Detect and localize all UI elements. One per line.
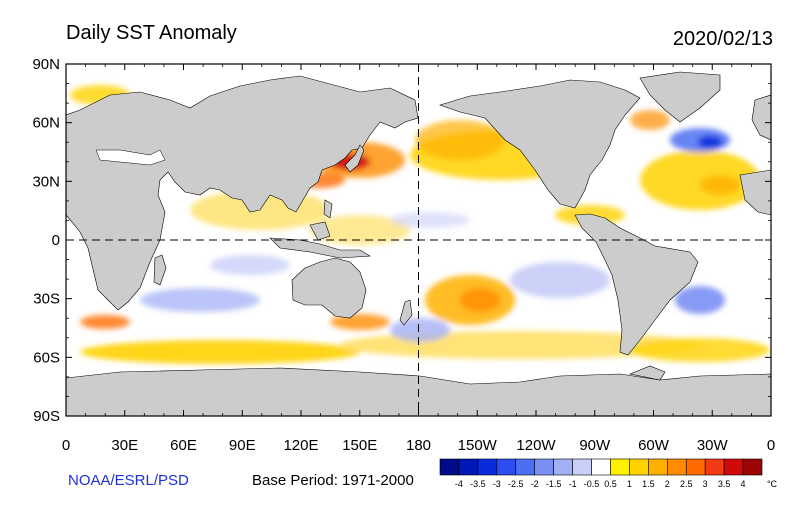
colorbar-tick-label: -1: [569, 479, 577, 489]
colorbar-swatch: [458, 458, 479, 476]
colorbar-swatch: [591, 458, 611, 476]
borneo: [309, 221, 331, 241]
lon-label: 30E: [111, 437, 138, 454]
lat-label: 90N: [32, 56, 60, 73]
colorbar-swatch: [496, 458, 517, 476]
base-period-label: Base Period: 1971-2000: [252, 472, 414, 489]
colorbar-swatch: [704, 458, 725, 476]
mediterranean-sea: [95, 149, 166, 166]
colorbar-swatch: [648, 458, 668, 476]
lat-label: 30S: [33, 291, 60, 308]
colorbar-swatch: [742, 458, 763, 476]
colorbar-tick-label: 2.5: [680, 479, 693, 489]
lat-label: 0: [52, 232, 60, 249]
lon-label: 60W: [638, 437, 670, 454]
lon-label: 90E: [229, 437, 256, 454]
colorbar-tick-label: -1.5: [546, 479, 562, 489]
colorbar: -4 -3.5 -3 -2.5 -2 -1.5 -1 -0.5 0.5 1 1.5 2 2.5 3 3.5 4…: [439, 458, 778, 489]
colorbar-tick-label: 4: [741, 479, 746, 489]
colorbar-unit: °C: [767, 479, 778, 489]
colorbar-tick-label: -0.5: [584, 479, 600, 489]
colorbar-tick-label: 3.5: [718, 479, 731, 489]
weddell-sea: [628, 365, 666, 381]
colorbar-swatch: [610, 458, 630, 476]
colorbar-swatch: [723, 458, 744, 476]
indonesia-islands: [269, 237, 371, 259]
lon-label: 150E: [342, 437, 377, 454]
new-zealand: [399, 299, 413, 326]
lon-label: 180: [406, 437, 431, 454]
credit-label: NOAA/ESRL/PSD: [68, 472, 189, 489]
africa-right-edge: [739, 169, 771, 216]
europe-right-edge: [751, 94, 771, 141]
colorbar-swatch: [685, 458, 706, 476]
longitude-axis: 0 30E 60E 90E 120E 150E 180 150W 120W 90W 60W 30W 0: [62, 64, 775, 454]
colorbar-swatch: [439, 458, 460, 476]
lon-label: 0: [767, 437, 775, 454]
lon-label: 120E: [283, 437, 318, 454]
lat-label: 60N: [32, 115, 60, 132]
lon-label: 150W: [458, 437, 498, 454]
lat-label: 60S: [33, 349, 60, 366]
colorbar-tick-label: 3: [703, 479, 708, 489]
greenland: [639, 71, 721, 123]
colorbar-swatch: [553, 458, 573, 476]
eurasia-africa-land: [66, 75, 419, 311]
colorbar-tick-label: -2: [531, 479, 539, 489]
latitude-axis: 90N 60N 30N 0 30S 60S 90S: [32, 56, 771, 425]
australia: [291, 257, 367, 319]
colorbar-swatch: [629, 458, 649, 476]
south-america: [574, 213, 699, 356]
lon-label: 120W: [516, 437, 556, 454]
lon-label: 30W: [697, 437, 729, 454]
lon-label: 90W: [579, 437, 611, 454]
philippines: [323, 199, 333, 219]
colorbar-tick-label: 2: [665, 479, 670, 489]
madagascar: [153, 254, 167, 286]
colorbar-tick-label: -3.5: [470, 479, 486, 489]
colorbar-swatch: [477, 458, 498, 476]
colorbar-tick-label: -2.5: [508, 479, 524, 489]
colorbar-tick-label: 1: [627, 479, 632, 489]
map-date: 2020/02/13: [672, 28, 773, 50]
lat-label: 90S: [33, 408, 60, 425]
colorbar-tick-label: 1.5: [642, 479, 655, 489]
north-america: [439, 79, 641, 209]
colorbar-swatch: [666, 458, 687, 476]
lon-label: 60E: [170, 437, 197, 454]
colorbar-swatch: [515, 458, 536, 476]
colorbar-tick-label: -3: [493, 479, 501, 489]
japan: [344, 144, 365, 173]
map-title: Daily SST Anomaly: [66, 22, 237, 44]
colorbar-tick-label: 0.5: [604, 479, 617, 489]
lat-label: 30N: [32, 173, 60, 190]
lon-label: 0: [62, 437, 70, 454]
colorbar-swatch: [572, 458, 592, 476]
colorbar-swatch: [534, 458, 554, 476]
colorbar-tick-label: -4: [455, 479, 463, 489]
